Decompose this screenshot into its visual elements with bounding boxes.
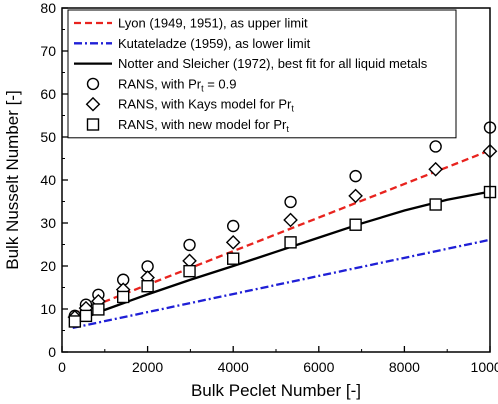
legend-label: RANS, with new model for Prt xyxy=(118,117,289,134)
x-tick-label: 8000 xyxy=(389,359,420,375)
square-marker xyxy=(141,280,154,293)
legend-swatch-diamond xyxy=(85,96,101,112)
square-marker xyxy=(117,290,130,304)
legend-label: RANS, with Kays model for Prt xyxy=(118,97,294,114)
circle-marker xyxy=(183,238,196,252)
legend-label: RANS, with Prt = 0.9 xyxy=(118,76,236,93)
series-line-1 xyxy=(72,238,491,330)
diamond-marker xyxy=(428,161,443,177)
circle-marker xyxy=(349,169,362,183)
square-marker xyxy=(284,236,297,249)
y-tick-label: 10 xyxy=(40,301,56,317)
plot-frame xyxy=(61,7,491,353)
y-tick-label: 40 xyxy=(40,172,56,188)
circle-marker xyxy=(429,140,442,153)
legend: Lyon (1949, 1951), as upper limit Kutatel… xyxy=(67,9,457,139)
y-tick-label: 30 xyxy=(40,215,56,231)
diamond-marker xyxy=(348,188,363,204)
y-tick-label: 80 xyxy=(40,0,56,16)
legend-swatch-square xyxy=(86,118,100,131)
diamond-marker xyxy=(283,212,298,228)
square-marker xyxy=(349,218,362,231)
y-axis-title: Bulk Nusselt Number [-] xyxy=(3,90,22,270)
series-line-0 xyxy=(72,149,491,316)
x-tick-label: 4000 xyxy=(218,359,249,375)
x-tick-label: 6000 xyxy=(303,359,334,375)
x-axis-title: Bulk Peclet Number [-] xyxy=(191,381,361,400)
data-series xyxy=(67,121,498,330)
legend-box xyxy=(67,9,457,139)
y-tick-label: 50 xyxy=(40,129,56,145)
square-marker xyxy=(183,264,196,278)
square-marker xyxy=(79,309,93,323)
y-tick-label: 60 xyxy=(40,86,56,102)
legend-label: Lyon (1949, 1951), as upper limit xyxy=(118,16,308,31)
circle-marker xyxy=(284,195,297,209)
square-marker xyxy=(226,252,240,265)
square-marker xyxy=(429,198,442,211)
series-line-2 xyxy=(72,190,491,324)
square-marker xyxy=(92,303,105,316)
square-marker xyxy=(68,315,82,328)
diamond-marker xyxy=(225,235,241,250)
x-tick-label: 0 xyxy=(58,359,66,375)
y-tick-label: 20 xyxy=(40,258,56,274)
legend-swatch-circle xyxy=(86,77,100,91)
legend-label: Notter and Sleicher (1972), best fit for… xyxy=(118,56,428,71)
y-tick-label: 0 xyxy=(48,344,56,360)
legend-label: Kutateladze (1959), as lower limit xyxy=(118,36,311,51)
y-tick-label: 70 xyxy=(40,43,56,59)
x-tick-label: 2000 xyxy=(132,359,163,375)
circle-marker xyxy=(141,260,154,273)
circle-marker xyxy=(226,219,240,233)
